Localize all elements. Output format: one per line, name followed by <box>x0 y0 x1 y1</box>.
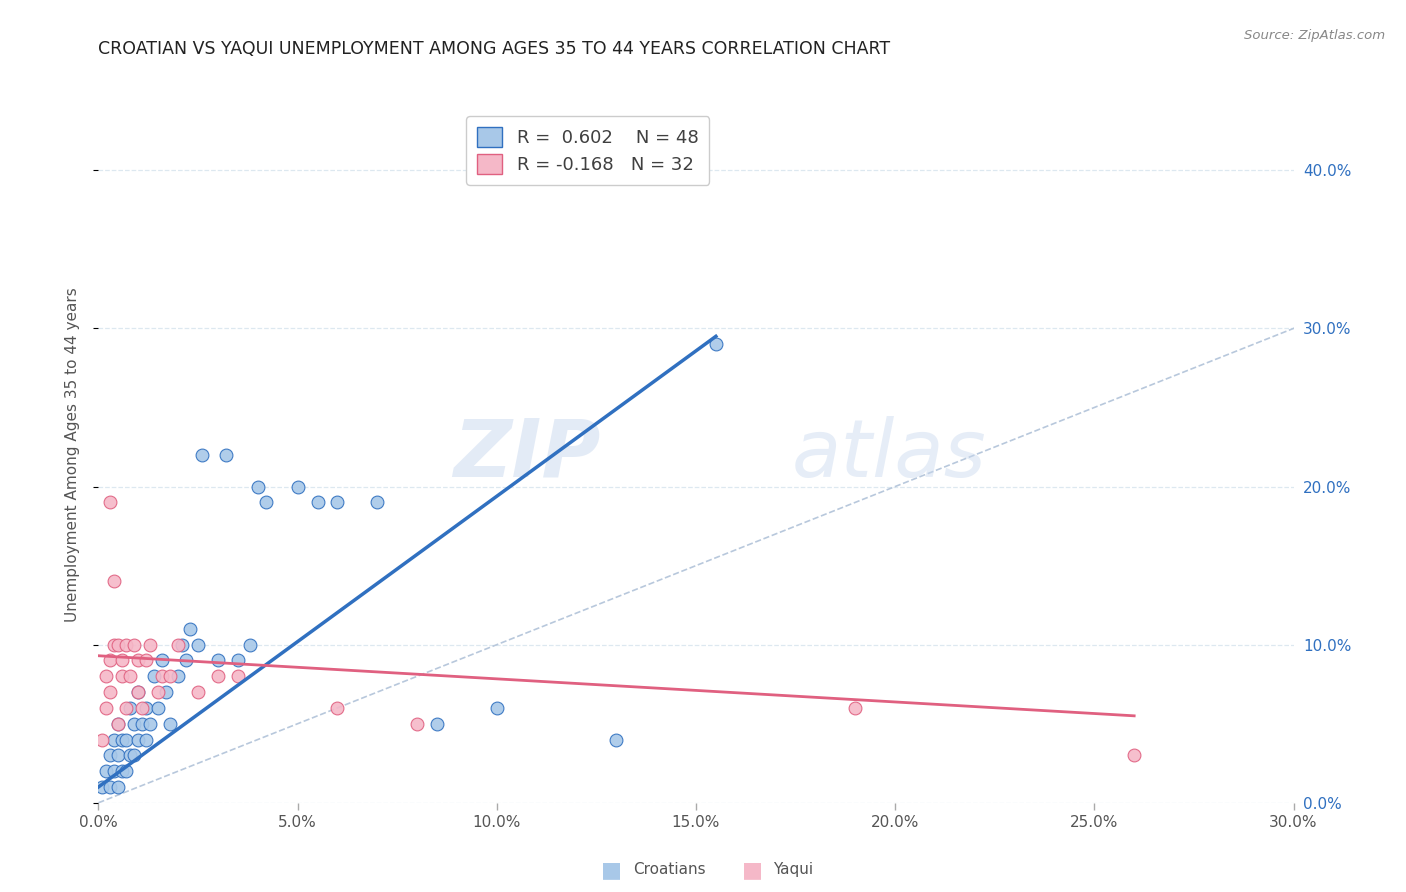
Legend: R =  0.602    N = 48, R = -0.168   N = 32: R = 0.602 N = 48, R = -0.168 N = 32 <box>465 116 709 185</box>
Text: ■: ■ <box>742 860 762 880</box>
Point <box>167 669 190 683</box>
Text: Yaqui: Yaqui <box>773 863 814 877</box>
Point <box>167 638 190 652</box>
Point <box>111 732 134 747</box>
Point <box>150 669 173 683</box>
Point <box>172 638 194 652</box>
Point <box>127 732 149 747</box>
Point <box>159 669 181 683</box>
Point <box>96 669 118 683</box>
Point <box>127 685 149 699</box>
Point <box>239 638 262 652</box>
Point <box>148 685 170 699</box>
Text: atlas: atlas <box>792 416 987 494</box>
Point <box>100 748 122 763</box>
Point <box>111 653 134 667</box>
Point <box>115 638 138 652</box>
Point <box>107 748 129 763</box>
Point <box>159 716 181 731</box>
Point <box>187 638 209 652</box>
Point <box>226 653 249 667</box>
Point <box>704 337 727 351</box>
Point <box>135 732 157 747</box>
Point <box>115 764 138 779</box>
Point <box>107 780 129 794</box>
Point <box>406 716 429 731</box>
Point <box>107 638 129 652</box>
Point <box>96 701 118 715</box>
Point <box>107 716 129 731</box>
Point <box>226 669 249 683</box>
Point <box>326 701 349 715</box>
Point <box>1123 748 1146 763</box>
Point <box>127 685 149 699</box>
Point <box>131 716 153 731</box>
Point <box>287 479 309 493</box>
Point <box>143 669 166 683</box>
Point <box>135 653 157 667</box>
Point <box>148 701 170 715</box>
Point <box>103 732 125 747</box>
Point <box>124 638 146 652</box>
Point <box>179 622 201 636</box>
Point <box>100 685 122 699</box>
Point <box>131 701 153 715</box>
Point <box>215 448 238 462</box>
Point <box>100 495 122 509</box>
Point <box>115 732 138 747</box>
Point <box>207 653 229 667</box>
Point <box>103 574 125 589</box>
Point <box>326 495 349 509</box>
Point <box>103 764 125 779</box>
Point <box>107 716 129 731</box>
Point <box>844 701 866 715</box>
Point <box>139 716 162 731</box>
Text: ■: ■ <box>602 860 621 880</box>
Point <box>124 716 146 731</box>
Point <box>115 701 138 715</box>
Point <box>120 748 142 763</box>
Point <box>103 638 125 652</box>
Text: Source: ZipAtlas.com: Source: ZipAtlas.com <box>1244 29 1385 42</box>
Point <box>426 716 449 731</box>
Point <box>100 653 122 667</box>
Point <box>127 653 149 667</box>
Point <box>307 495 329 509</box>
Point <box>187 685 209 699</box>
Point <box>366 495 388 509</box>
Point <box>111 764 134 779</box>
Point <box>485 701 508 715</box>
Point <box>139 638 162 652</box>
Point <box>246 479 269 493</box>
Point <box>120 669 142 683</box>
Y-axis label: Unemployment Among Ages 35 to 44 years: Unemployment Among Ages 35 to 44 years <box>65 287 80 623</box>
Point <box>254 495 277 509</box>
Text: ZIP: ZIP <box>453 416 600 494</box>
Point <box>120 701 142 715</box>
Text: CROATIAN VS YAQUI UNEMPLOYMENT AMONG AGES 35 TO 44 YEARS CORRELATION CHART: CROATIAN VS YAQUI UNEMPLOYMENT AMONG AGE… <box>98 40 890 58</box>
Text: Croatians: Croatians <box>633 863 706 877</box>
Point <box>174 653 197 667</box>
Point <box>155 685 177 699</box>
Point <box>124 748 146 763</box>
Point <box>100 780 122 794</box>
Point <box>91 780 114 794</box>
Point <box>605 732 627 747</box>
Point <box>207 669 229 683</box>
Point <box>111 669 134 683</box>
Point <box>191 448 214 462</box>
Point <box>135 701 157 715</box>
Point <box>150 653 173 667</box>
Point <box>91 732 114 747</box>
Point <box>96 764 118 779</box>
